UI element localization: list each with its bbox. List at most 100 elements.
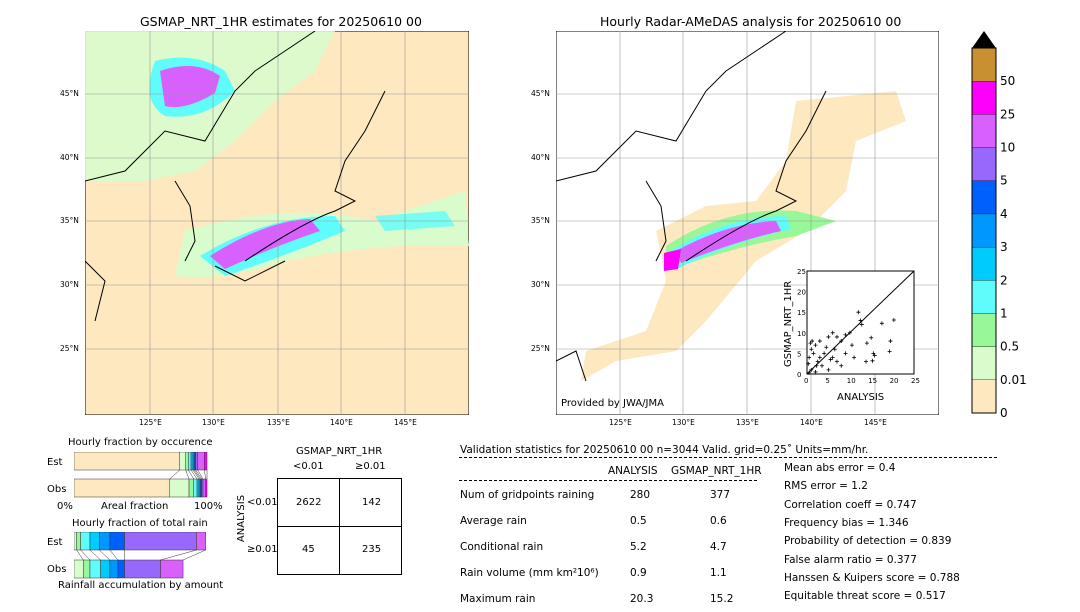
- row-header: ≥0.01: [247, 544, 278, 555]
- scatter-inset: 00 5 5 10 10 15 15 20 20 25 25 ANALYSIS GSMAP_NRT_1H…: [783, 268, 920, 403]
- score: Frequency bias = 1.346: [784, 516, 909, 529]
- bar-segment: [74, 452, 180, 471]
- scatter-point: [870, 358, 875, 363]
- lon-tick: 130°E: [672, 418, 695, 427]
- col-gsmap: GSMAP_NRT_1HR: [671, 465, 762, 477]
- lon-tick: 140°E: [800, 418, 823, 427]
- lat-tick: 30°N: [60, 280, 79, 289]
- lon-tick: 145°E: [864, 418, 887, 427]
- lat-tick: 40°N: [531, 153, 550, 162]
- scatter-point: [809, 347, 814, 352]
- scatter-point: [811, 351, 816, 356]
- lon-tick: 145°E: [394, 418, 417, 427]
- bar-segment: [160, 559, 184, 579]
- connector-line: [89, 549, 101, 561]
- score: Mean abs error = 0.4: [784, 462, 896, 474]
- colorbar: 0 0.01 0.5 1 2 3 4 5 10 25 50: [971, 31, 1027, 420]
- connector-line: [182, 549, 206, 561]
- colorbar-segment: [971, 180, 997, 215]
- gsmap-value: 15.2: [710, 593, 734, 605]
- scatter-point: [843, 332, 848, 337]
- scatter-point: [887, 349, 892, 354]
- scatter-point: [888, 339, 893, 344]
- credit-text: Provided by JWA/JMA: [561, 398, 664, 409]
- x-tick: 25: [911, 377, 920, 385]
- lat-tick: 35°N: [531, 216, 550, 225]
- bar-segment: [124, 559, 161, 579]
- right-map-title: Hourly Radar-AMeDAS analysis for 2025061…: [600, 14, 902, 29]
- score: False alarm ratio = 0.377: [784, 553, 917, 566]
- colorbar-segment: [971, 114, 997, 148]
- bar-segment: [179, 452, 186, 471]
- colorbar-segment: [971, 213, 997, 248]
- scatter-point: [826, 334, 831, 339]
- colorbar-label: 50: [1000, 74, 1015, 88]
- bar-segment: [188, 478, 194, 498]
- lon-tick: 130°E: [202, 418, 225, 427]
- diagonal-line: [806, 270, 915, 375]
- lon-tick: 125°E: [139, 418, 162, 427]
- obs-label: Obs: [47, 564, 67, 575]
- colorbar-label: 2: [1000, 273, 1008, 287]
- colorbar-segment: [971, 147, 997, 181]
- colorbar-label: 25: [1000, 107, 1015, 121]
- scatter-point: [822, 351, 827, 356]
- lat-tick: 30°N: [531, 280, 550, 289]
- bar-segment: [204, 452, 208, 471]
- scatter-point: [864, 341, 869, 346]
- x-tick: 15: [868, 377, 877, 385]
- colorbar-segment: [971, 379, 997, 414]
- x-axis-label: ANALYSIS: [837, 392, 884, 403]
- scatter-point: [807, 355, 812, 360]
- bar-segment: [196, 532, 206, 551]
- bar-segment: [74, 532, 77, 551]
- colorbar-label: 3: [1000, 240, 1008, 254]
- scatter-point: [817, 339, 822, 344]
- colorbar-label: 1: [1000, 306, 1008, 320]
- connector-line: [204, 469, 206, 480]
- bar-segment: [89, 559, 101, 579]
- analysis-value: 0.9: [630, 567, 647, 579]
- scatter-point: [830, 330, 835, 335]
- bar-segment: [76, 532, 81, 551]
- scatter-point: [813, 369, 818, 374]
- scatter-point: [819, 363, 824, 368]
- colorbar-label: 0.01: [1000, 373, 1027, 387]
- bar-segment: [197, 452, 205, 471]
- lon-tick: 140°E: [330, 418, 353, 427]
- bar-segment: [185, 452, 189, 471]
- connector-line: [109, 549, 119, 561]
- gsmap-value: 0.6: [710, 515, 727, 527]
- scatter-point: [858, 318, 863, 323]
- est-label: Est: [47, 457, 63, 468]
- scatter-point: [814, 363, 819, 368]
- scatter-point: [856, 310, 861, 315]
- row-label: ANALYSIS: [236, 494, 248, 543]
- x-tick: 0: [804, 377, 808, 385]
- scatter-point: [871, 351, 876, 356]
- divider: [459, 480, 757, 481]
- bar-segment: [89, 532, 100, 551]
- x-tick: 20: [890, 377, 899, 385]
- score: Hanssen & Kuipers score = 0.788: [784, 571, 960, 584]
- scatter-point: [826, 367, 831, 372]
- analysis-value: 0.5: [630, 515, 647, 527]
- rain-fraction-bars: [74, 532, 206, 579]
- lon-tick: 135°E: [267, 418, 290, 427]
- row-label: Num of gridpoints raining: [460, 489, 595, 501]
- row-label: Maximum rain: [460, 593, 536, 605]
- left-map: [85, 31, 469, 415]
- connector-line: [188, 469, 194, 480]
- bar-segment: [196, 478, 200, 498]
- lat-tick: 35°N: [60, 216, 79, 225]
- x-tick: 5: [825, 377, 829, 385]
- scatter-point: [839, 363, 844, 368]
- connector-line: [80, 549, 91, 561]
- y-tick: 5: [797, 350, 801, 358]
- x-tick-0: 0%: [57, 501, 73, 512]
- colorbar-label: 0: [1000, 406, 1008, 420]
- divider: [459, 457, 997, 458]
- row-label: Average rain: [460, 515, 527, 527]
- scatter-point: [852, 355, 857, 360]
- cell: 45: [302, 544, 315, 555]
